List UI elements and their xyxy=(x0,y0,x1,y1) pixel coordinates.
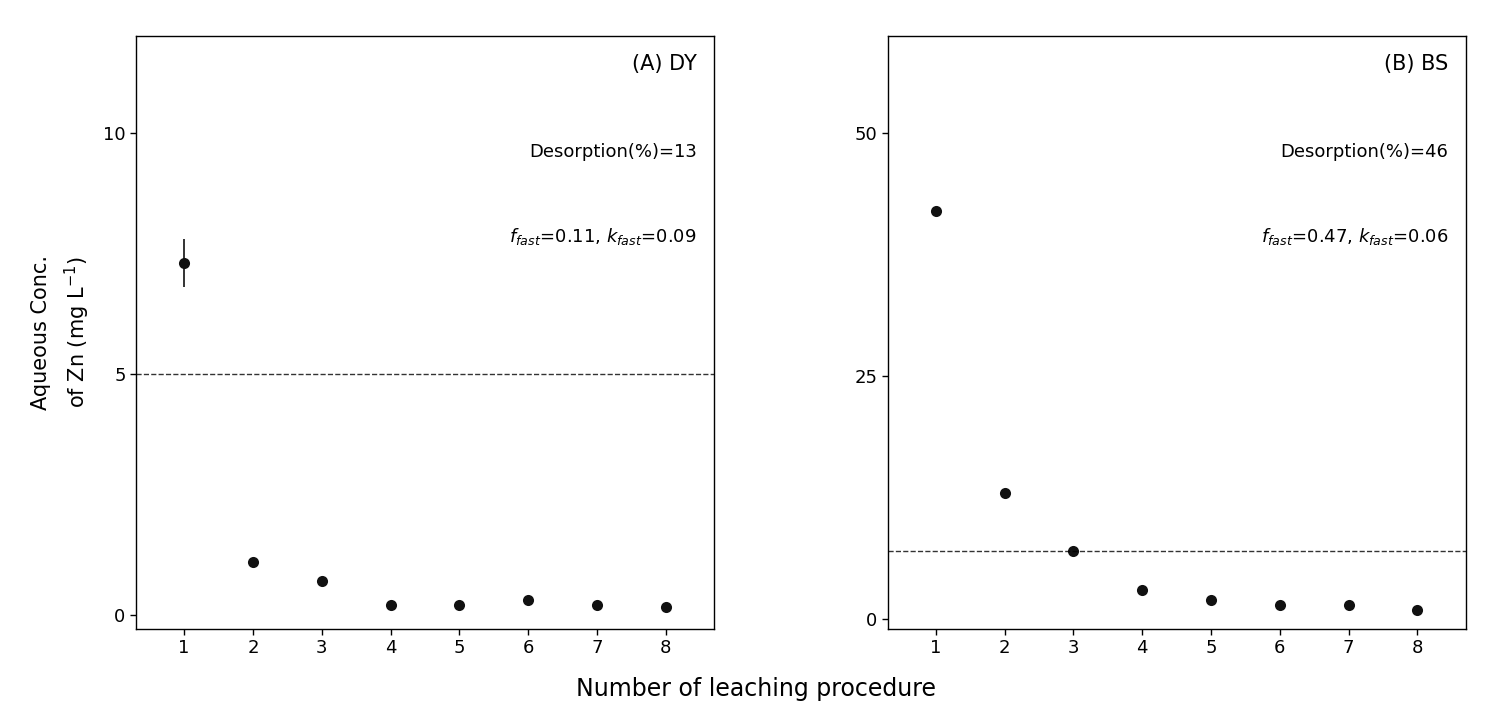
Text: Desorption(%)=46: Desorption(%)=46 xyxy=(1280,143,1449,161)
Text: (B) BS: (B) BS xyxy=(1384,54,1449,74)
Text: Desorption(%)=13: Desorption(%)=13 xyxy=(529,143,697,161)
Text: Number of leaching procedure: Number of leaching procedure xyxy=(576,677,935,701)
Text: $f_{fast}$=0.11, $k_{fast}$=0.09: $f_{fast}$=0.11, $k_{fast}$=0.09 xyxy=(509,226,697,247)
Text: (A) DY: (A) DY xyxy=(632,54,697,74)
Y-axis label: Aqueous Conc.
of Zn (mg L$^{-1}$): Aqueous Conc. of Zn (mg L$^{-1}$) xyxy=(32,255,92,410)
Text: $f_{fast}$=0.47, $k_{fast}$=0.06: $f_{fast}$=0.47, $k_{fast}$=0.06 xyxy=(1260,226,1449,247)
